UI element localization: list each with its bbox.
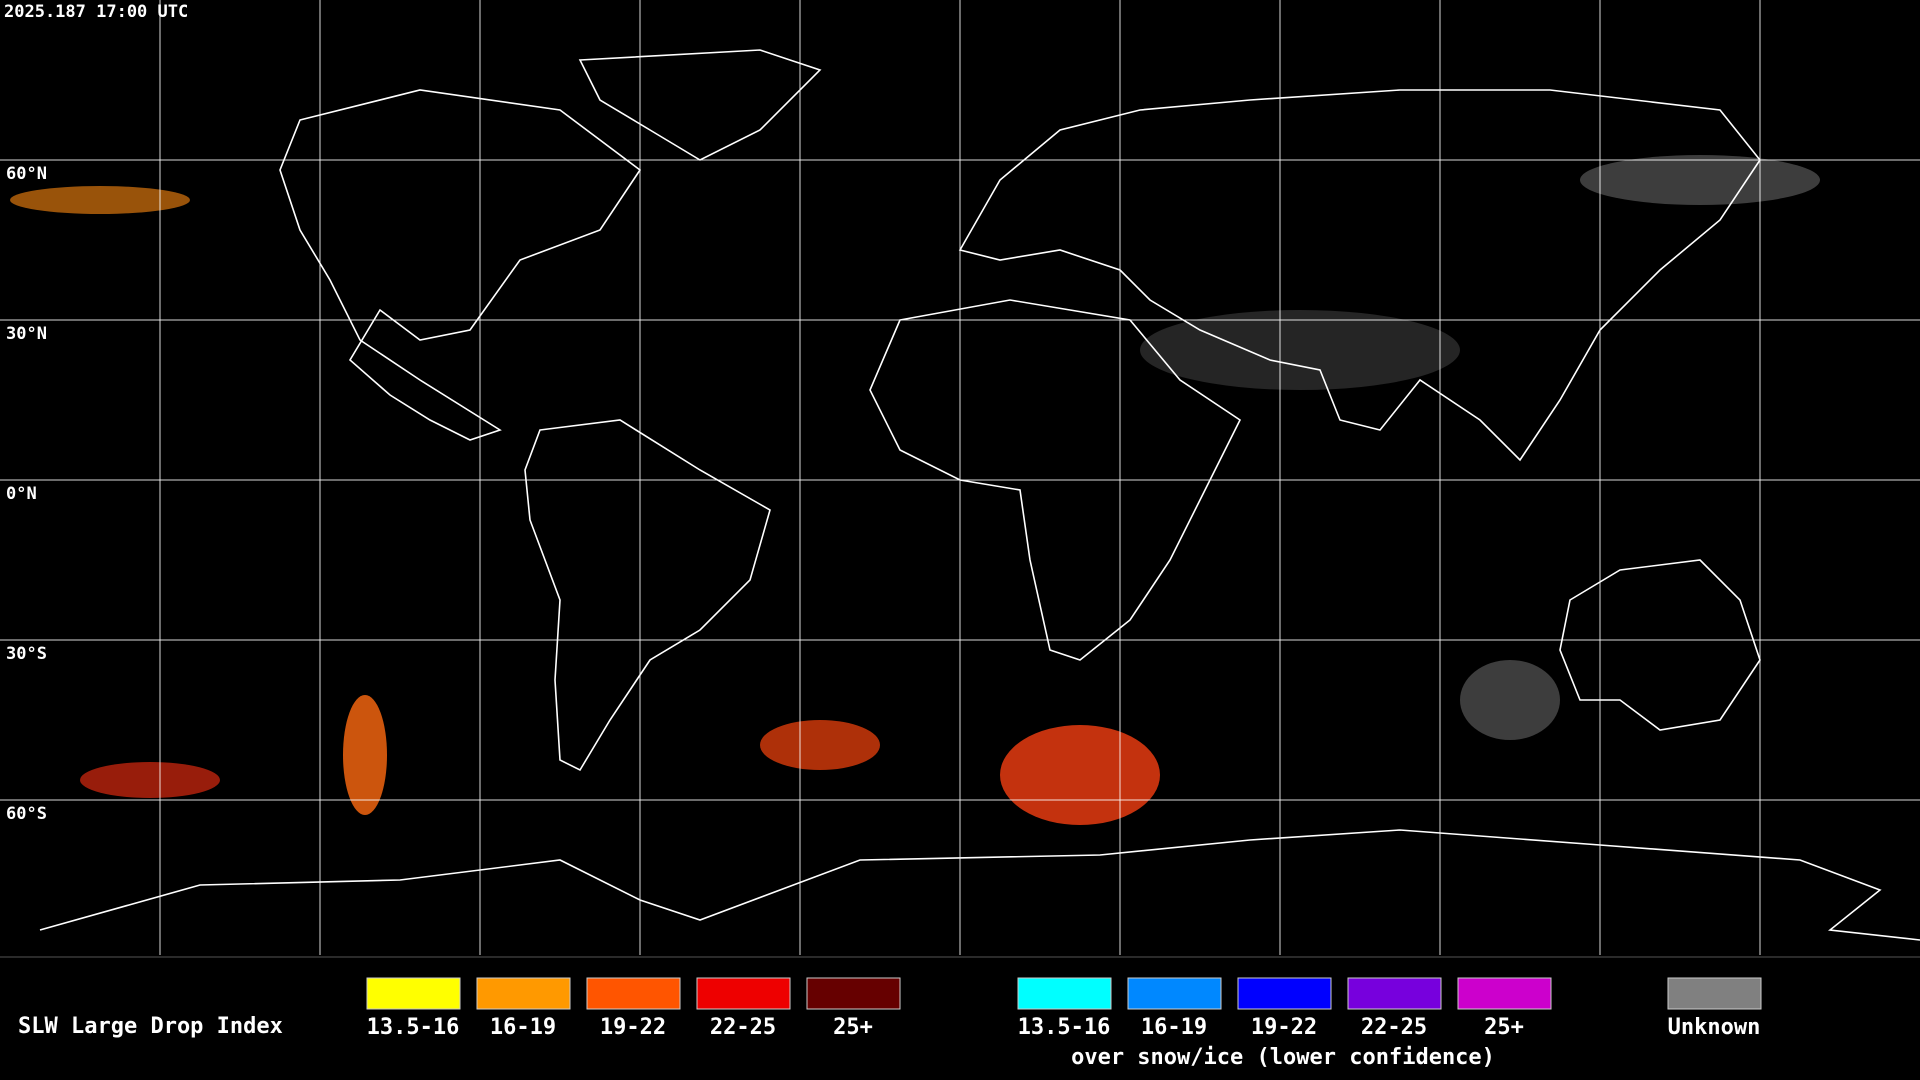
patch [10,186,190,214]
patch [760,720,880,770]
legend-label: 19-22 [600,1015,666,1040]
legend-label: 22-25 [710,1015,776,1040]
legend-swatch [1017,977,1112,1010]
south-america [524,419,771,772]
latitude-label: 30°S [6,644,47,664]
legend-label: 13.5-16 [367,1015,460,1040]
legend: 13.5-16 16-19 19-22 22-25 25+ 13.5-16 16-19 19-… [366,977,1762,1070]
legend-swatch [476,977,571,1010]
legend-label: Unknown [1668,1015,1761,1040]
legend-swatch [1457,977,1552,1010]
legend-caption: over snow/ice (lower confidence) [1071,1045,1495,1070]
patch [1460,660,1560,740]
timestamp: 2025.187 17:00 UTC [4,2,188,22]
legend-label: 25+ [833,1015,873,1040]
legend-label: 16-19 [490,1015,556,1040]
patch [80,762,220,798]
latitude-label: 60°S [6,804,47,824]
legend-label: 16-19 [1141,1015,1207,1040]
antarctica [39,829,1920,941]
legend-swatch [366,977,461,1010]
legend-label: 13.5-16 [1018,1015,1111,1040]
patch [343,695,387,815]
legend-swatch [1237,977,1332,1010]
eurasia [958,89,1761,462]
legend-swatch [696,977,791,1010]
legend-label: 25+ [1484,1015,1524,1040]
australia [1559,559,1761,731]
legend-panel [0,957,1920,1080]
greenland [578,49,822,161]
legend-label: 19-22 [1251,1015,1317,1040]
patch [1000,725,1160,825]
legend-swatch [806,977,901,1010]
coastlines [39,49,1920,941]
latitude-label: 60°N [6,164,47,184]
legend-swatch [586,977,681,1010]
latitude-label: 30°N [6,324,47,344]
legend-swatch [1347,977,1442,1010]
north-america [279,89,642,441]
legend-title: SLW Large Drop Index [18,1014,283,1039]
patch [1580,155,1820,205]
patch [1140,310,1460,390]
latitude-label: 0°N [6,484,37,504]
graticule: 60°N 30°N 0°N 30°S 60°S [0,0,1920,955]
legend-label: 22-25 [1361,1015,1427,1040]
legend-swatch [1127,977,1222,1010]
legend-swatch [1667,977,1762,1010]
